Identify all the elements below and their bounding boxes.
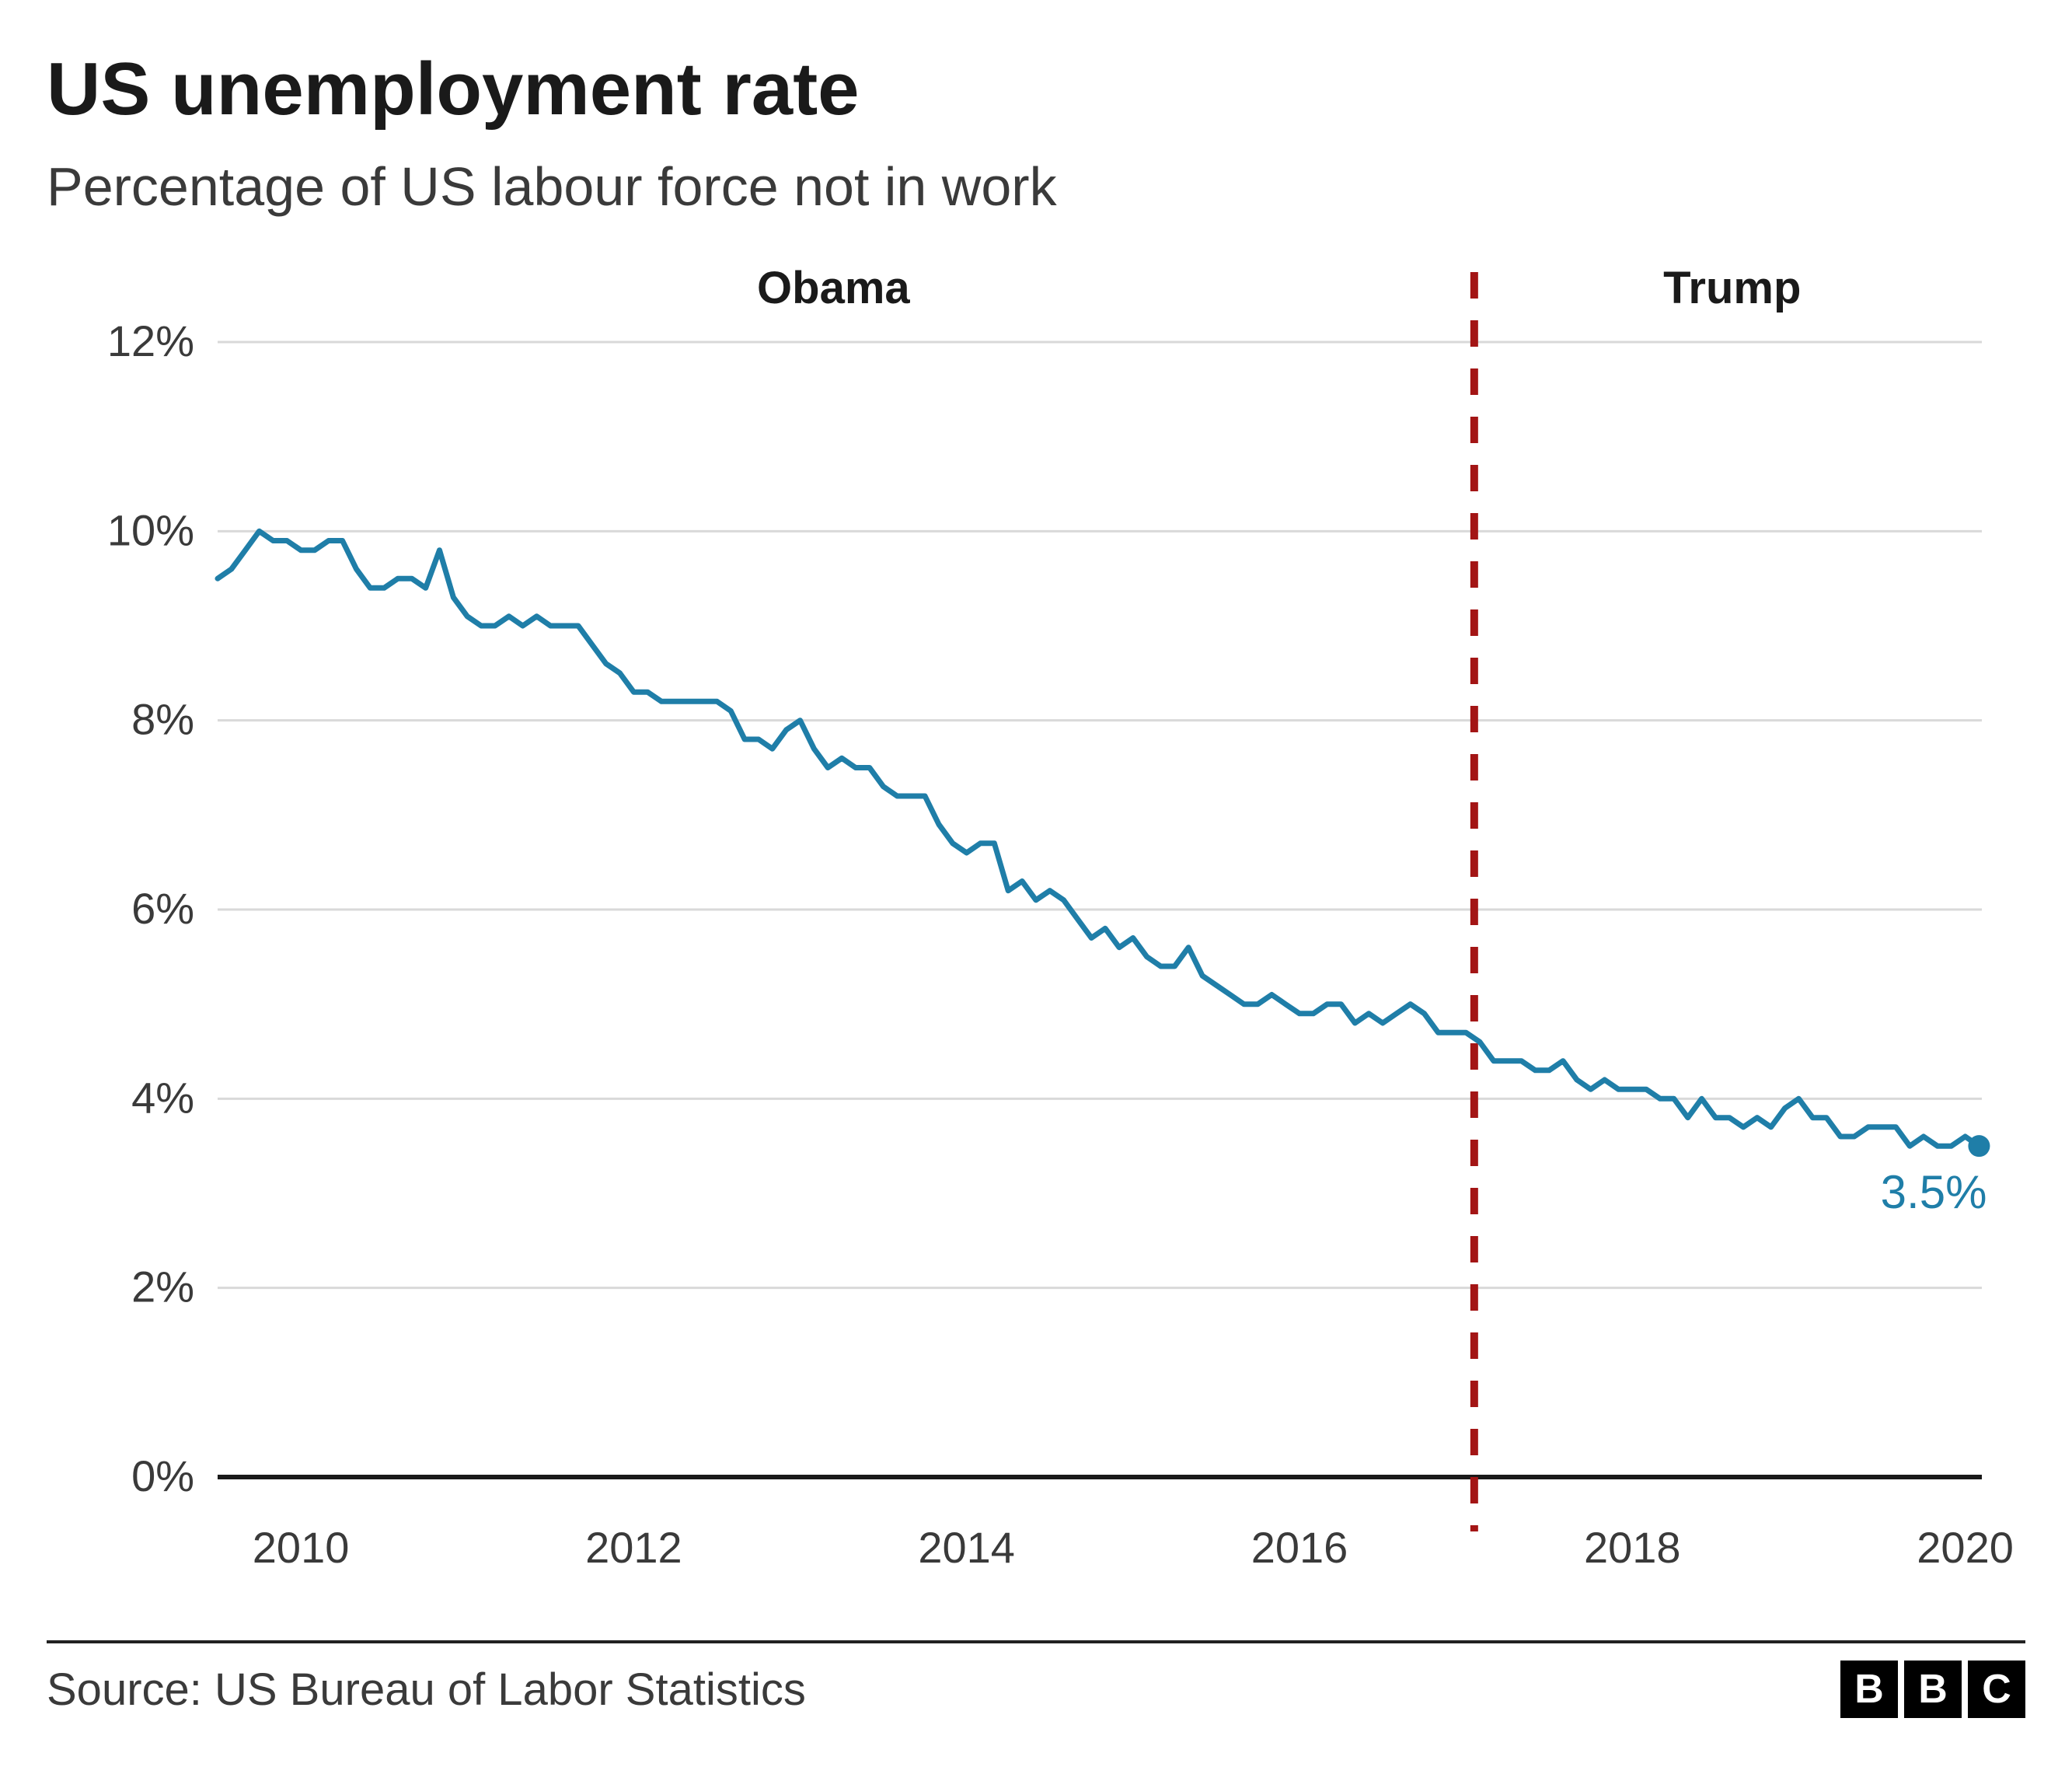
chart-plot: 0% 2% 4% 6% 8% 10% 12% 2010 2012 2014 2016 2018 2020… — [47, 249, 2025, 1617]
y-axis-label: 8% — [131, 695, 194, 744]
x-axis-label: 2010 — [253, 1523, 350, 1572]
data-line — [218, 531, 1979, 1146]
y-axis-label: 12% — [107, 316, 194, 365]
y-axis-label: 2% — [131, 1262, 194, 1311]
y-axis-label: 4% — [131, 1073, 194, 1122]
chart-container: US unemployment rate Percentage of US la… — [0, 0, 2072, 1781]
x-axis-label: 2020 — [1917, 1523, 2014, 1572]
y-axis-label: 10% — [107, 505, 194, 554]
source-text: Source: US Bureau of Labor Statistics — [47, 1664, 806, 1716]
chart-title: US unemployment rate — [47, 47, 2025, 132]
region-label: Obama — [757, 263, 910, 313]
bbc-logo: BBC — [1840, 1661, 2025, 1718]
y-axis-label: 6% — [131, 884, 194, 933]
end-point-marker — [1968, 1135, 1990, 1157]
region-label: Trump — [1663, 263, 1801, 313]
x-axis-label: 2012 — [585, 1523, 682, 1572]
chart-subtitle: Percentage of US labour force not in wor… — [47, 155, 2025, 218]
bbc-logo-letter: B — [1904, 1661, 1962, 1718]
x-axis-label: 2018 — [1584, 1523, 1681, 1572]
chart-svg: 0% 2% 4% 6% 8% 10% 12% 2010 2012 2014 2016 2018 2020… — [47, 249, 2025, 1617]
chart-footer: Source: US Bureau of Labor Statistics BB… — [47, 1640, 2025, 1718]
bbc-logo-letter: B — [1840, 1661, 1898, 1718]
x-axis-label: 2014 — [918, 1523, 1015, 1572]
y-axis-label: 0% — [131, 1451, 194, 1500]
bbc-logo-letter: C — [1968, 1661, 2025, 1718]
end-point-label: 3.5% — [1881, 1166, 1987, 1218]
x-axis-label: 2016 — [1251, 1523, 1348, 1572]
